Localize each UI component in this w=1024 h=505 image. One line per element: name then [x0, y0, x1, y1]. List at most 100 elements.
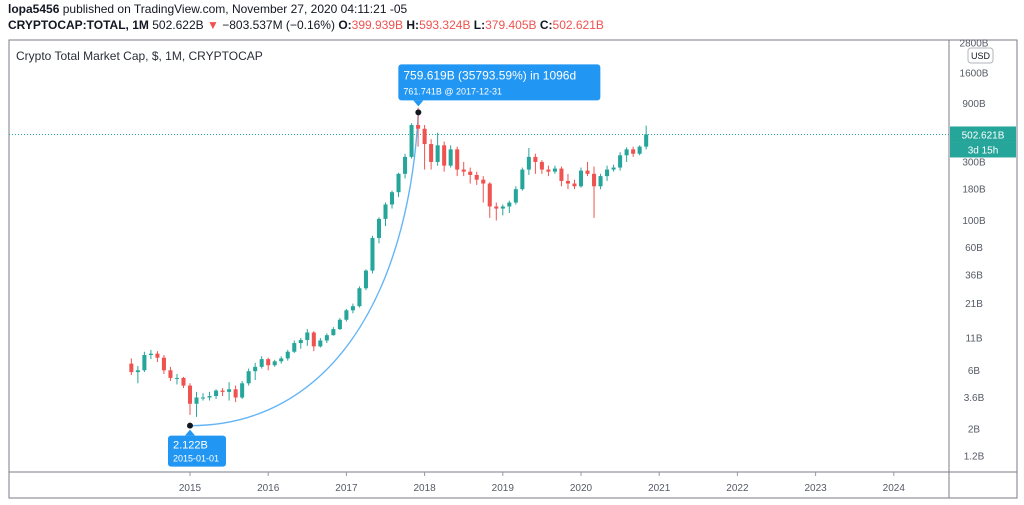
candle[interactable] [135, 366, 140, 384]
candle[interactable] [148, 349, 153, 360]
candle[interactable] [422, 125, 427, 170]
candle[interactable] [266, 357, 271, 371]
candle[interactable] [578, 167, 584, 188]
candle[interactable] [253, 362, 258, 380]
candle[interactable] [605, 165, 610, 181]
candle[interactable] [311, 331, 316, 352]
candle[interactable] [279, 356, 284, 364]
candle-body [272, 361, 277, 366]
candle[interactable] [598, 173, 603, 190]
candle[interactable] [448, 145, 453, 168]
candle[interactable] [214, 389, 219, 399]
candle[interactable] [631, 146, 636, 157]
candles[interactable] [129, 107, 649, 417]
candle-body [572, 183, 577, 187]
candle[interactable] [565, 173, 570, 190]
candle[interactable] [526, 147, 531, 175]
candle[interactable] [187, 383, 193, 415]
author-name[interactable]: lopa5456 [8, 2, 60, 16]
candle[interactable] [637, 145, 642, 156]
candle[interactable] [383, 202, 388, 227]
candle[interactable] [611, 164, 616, 172]
candle[interactable] [357, 286, 362, 308]
candle[interactable] [644, 125, 649, 150]
candle[interactable] [461, 161, 466, 177]
candle[interactable] [500, 204, 505, 216]
candle[interactable] [344, 308, 349, 322]
candle-body [357, 288, 362, 307]
candle[interactable] [272, 359, 277, 367]
currency-badge[interactable]: USD [967, 47, 994, 64]
candle[interactable] [220, 388, 225, 397]
candle[interactable] [592, 166, 597, 218]
candle[interactable] [513, 186, 518, 205]
candle[interactable] [474, 171, 479, 185]
candle[interactable] [403, 153, 408, 179]
candle[interactable] [507, 200, 512, 214]
candle[interactable] [227, 382, 232, 401]
candle[interactable] [539, 160, 544, 174]
candle[interactable] [324, 333, 329, 344]
candle[interactable] [331, 327, 336, 336]
x-tick-label: 2015 [179, 483, 202, 494]
start-callout-line1: 2.122B [173, 440, 208, 452]
candle[interactable] [285, 349, 290, 361]
candle[interactable] [246, 368, 251, 386]
candle[interactable] [337, 318, 342, 330]
candle[interactable] [142, 351, 147, 373]
candle[interactable] [618, 152, 623, 171]
candle-body [513, 189, 518, 203]
candle[interactable] [520, 167, 525, 191]
candle-body [416, 125, 421, 129]
candle[interactable] [305, 329, 310, 346]
candle[interactable] [624, 147, 629, 162]
candle[interactable] [292, 340, 297, 354]
published-text: published on TradingView.com, November 2… [62, 2, 408, 16]
candle[interactable] [350, 303, 355, 314]
candle[interactable] [396, 172, 401, 198]
candle[interactable] [181, 376, 186, 389]
candle[interactable] [572, 179, 577, 190]
x-tick-label: 2021 [648, 483, 671, 494]
candle[interactable] [442, 141, 447, 172]
candle[interactable] [174, 373, 179, 385]
candle[interactable] [409, 123, 414, 159]
candle[interactable] [240, 381, 245, 399]
y-axis-ticks: 2800B 1600B 900B 300B 180B 100B 60B 36B 21B 11B 6B… [960, 39, 989, 463]
candle[interactable] [207, 391, 212, 401]
ohlc-legend: CRYPTOCAP:TOTAL, 1M 502.622B ▼ −803.537M… [8, 17, 1008, 33]
candle[interactable] [233, 385, 238, 403]
candle-body [383, 204, 388, 219]
x-tick-label: 2022 [726, 483, 749, 494]
candle[interactable] [429, 139, 434, 170]
candle[interactable] [481, 176, 486, 203]
x-tick-label: 2020 [570, 483, 593, 494]
candle[interactable] [298, 338, 303, 349]
candle[interactable] [559, 166, 564, 187]
candle[interactable] [168, 366, 173, 382]
candle[interactable] [129, 358, 134, 375]
candle[interactable] [389, 190, 395, 209]
candle[interactable] [318, 338, 323, 348]
candle[interactable] [370, 235, 375, 274]
candle[interactable] [552, 165, 557, 174]
candle[interactable] [259, 356, 264, 369]
candle[interactable] [363, 269, 368, 291]
candle[interactable] [533, 153, 538, 174]
candle[interactable] [546, 165, 551, 177]
candle[interactable] [194, 391, 199, 417]
candle[interactable] [585, 161, 590, 177]
candle[interactable] [494, 202, 499, 221]
candle[interactable] [155, 351, 160, 363]
candle[interactable] [435, 132, 440, 166]
candle[interactable] [201, 393, 206, 401]
candle[interactable] [455, 146, 460, 177]
candle[interactable] [161, 354, 166, 374]
candle[interactable] [468, 167, 473, 184]
candle[interactable] [376, 217, 382, 244]
candle[interactable] [487, 182, 492, 218]
candle-body [214, 390, 219, 397]
candle-body [468, 171, 473, 175]
y-tick-label: 100B [962, 216, 986, 227]
